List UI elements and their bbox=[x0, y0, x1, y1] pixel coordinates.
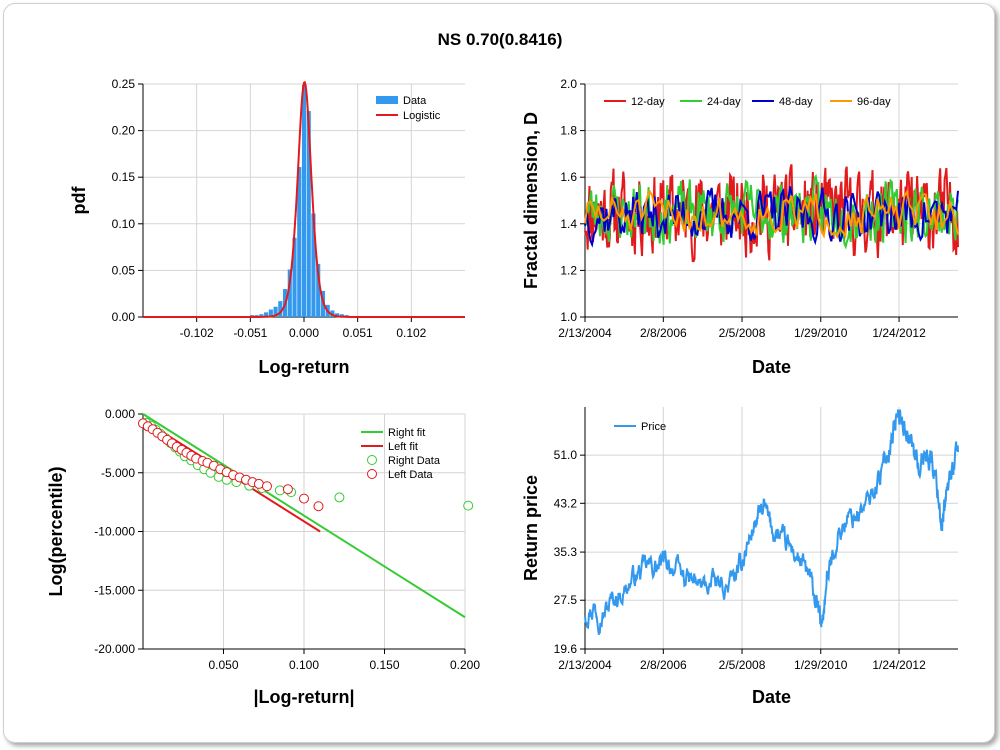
main-title: NS 0.70(0.8416) bbox=[437, 30, 563, 49]
histogram-bar bbox=[335, 313, 340, 317]
x-axis-label: Date bbox=[752, 357, 791, 377]
y-axis-label: Log(percentile) bbox=[46, 466, 66, 596]
y-tick-label: 1.6 bbox=[560, 170, 577, 184]
x-tick-label: 1/24/2012 bbox=[872, 326, 926, 340]
legend-swatch-data bbox=[376, 96, 398, 104]
histogram-bar bbox=[330, 310, 335, 317]
left-data-point bbox=[282, 484, 293, 495]
x-tick-label: 0.102 bbox=[396, 326, 426, 340]
y-tick-label: 43.2 bbox=[554, 496, 578, 510]
y-tick-label: 1.2 bbox=[560, 263, 577, 277]
legend-label-right-fit: Right fit bbox=[388, 427, 425, 439]
histogram-bar bbox=[316, 263, 321, 317]
histogram-bar bbox=[297, 166, 302, 317]
y-tick-label: -5.000 bbox=[101, 466, 135, 480]
y-tick-label: 0.10 bbox=[112, 217, 136, 231]
histogram-bar bbox=[264, 312, 269, 317]
histogram-bar bbox=[292, 237, 297, 317]
y-tick-label: -15.000 bbox=[94, 583, 135, 597]
x-tick-label: 0.000 bbox=[289, 326, 319, 340]
y-axis-label: Return price bbox=[521, 475, 541, 581]
x-tick-label: 1/24/2012 bbox=[872, 658, 926, 672]
x-tick-label: 0.150 bbox=[369, 658, 399, 672]
histogram-bar bbox=[306, 111, 311, 317]
legend-swatch-left-data bbox=[367, 469, 377, 479]
legend-label-24-day: 24-day bbox=[707, 96, 741, 108]
y-tick-label: 27.5 bbox=[554, 593, 578, 607]
legend-swatch-right-data bbox=[367, 455, 377, 465]
y-tick-label: 1.8 bbox=[560, 124, 577, 138]
x-axis-label: Date bbox=[752, 687, 791, 707]
x-tick-label: -0.051 bbox=[233, 326, 267, 340]
y-tick-label: 0.00 bbox=[112, 310, 136, 324]
series-line-96-day bbox=[584, 188, 959, 239]
histogram-bar bbox=[287, 269, 292, 317]
histogram-bar bbox=[339, 314, 344, 317]
y-tick-label: 2.0 bbox=[560, 77, 577, 91]
y-tick-label: 1.4 bbox=[560, 217, 577, 231]
y-tick-label: -10.000 bbox=[94, 525, 135, 539]
right-fit-line bbox=[142, 413, 466, 619]
y-tick-label: -20.000 bbox=[94, 642, 135, 656]
x-tick-label: 2/8/2006 bbox=[640, 658, 687, 672]
histogram-bar bbox=[311, 213, 316, 317]
right-data-point bbox=[463, 500, 474, 511]
legend-label-left-fit: Left fit bbox=[388, 441, 418, 453]
x-tick-label: -0.102 bbox=[180, 326, 214, 340]
y-tick-label: 0.25 bbox=[112, 77, 136, 91]
histogram-bar bbox=[301, 84, 307, 317]
x-tick-label: 2/5/2008 bbox=[719, 658, 766, 672]
legend-label-price: Price bbox=[641, 421, 666, 433]
x-tick-label: 0.100 bbox=[289, 658, 319, 672]
histogram-bar bbox=[268, 309, 273, 317]
y-tick-label: 1.0 bbox=[560, 310, 577, 324]
legend-label-left-data: Left Data bbox=[388, 469, 434, 481]
x-axis-label: |Log-return| bbox=[253, 687, 354, 707]
x-tick-label: 1/29/2010 bbox=[794, 326, 848, 340]
x-tick-label: 1/29/2010 bbox=[794, 658, 848, 672]
x-tick-label: 2/13/2004 bbox=[558, 326, 612, 340]
x-tick-label: 0.051 bbox=[343, 326, 373, 340]
histogram-bar bbox=[278, 301, 283, 317]
y-tick-label: 35.3 bbox=[554, 545, 578, 559]
y-tick-label: 0.20 bbox=[112, 124, 136, 138]
x-axis-label: Log-return bbox=[259, 357, 350, 377]
legend-label-right-data: Right Data bbox=[388, 455, 441, 467]
y-tick-label: 0.000 bbox=[105, 407, 135, 421]
right-data-point bbox=[334, 492, 345, 503]
left-data-point bbox=[261, 481, 272, 492]
histogram-bar bbox=[273, 306, 278, 317]
y-tick-label: 0.05 bbox=[112, 263, 136, 277]
legend-label-96-day: 96-day bbox=[857, 96, 891, 108]
x-tick-label: 2/13/2004 bbox=[558, 658, 612, 672]
histogram-bar bbox=[259, 314, 264, 317]
logistic-curve bbox=[143, 80, 465, 318]
y-tick-label: 19.6 bbox=[554, 642, 578, 656]
price-line bbox=[584, 409, 959, 635]
legend-label-48-day: 48-day bbox=[779, 96, 813, 108]
chart-card bbox=[3, 3, 995, 743]
x-tick-label: 2/5/2008 bbox=[719, 326, 766, 340]
x-tick-label: 2/8/2006 bbox=[640, 326, 687, 340]
x-tick-label: 0.200 bbox=[450, 658, 480, 672]
legend-label-data: Data bbox=[403, 95, 427, 107]
y-axis-label: pdf bbox=[69, 186, 89, 215]
x-tick-label: 0.050 bbox=[208, 658, 238, 672]
legend-label-12-day: 12-day bbox=[631, 96, 665, 108]
y-axis-label: Fractal dimension, D bbox=[521, 112, 541, 289]
right-data-point bbox=[274, 485, 285, 496]
left-data-point bbox=[299, 493, 309, 504]
y-tick-label: 0.15 bbox=[112, 170, 136, 184]
left-data-point bbox=[313, 501, 324, 512]
y-tick-label: 51.0 bbox=[554, 448, 578, 462]
legend-label-logistic: Logistic bbox=[403, 110, 441, 122]
